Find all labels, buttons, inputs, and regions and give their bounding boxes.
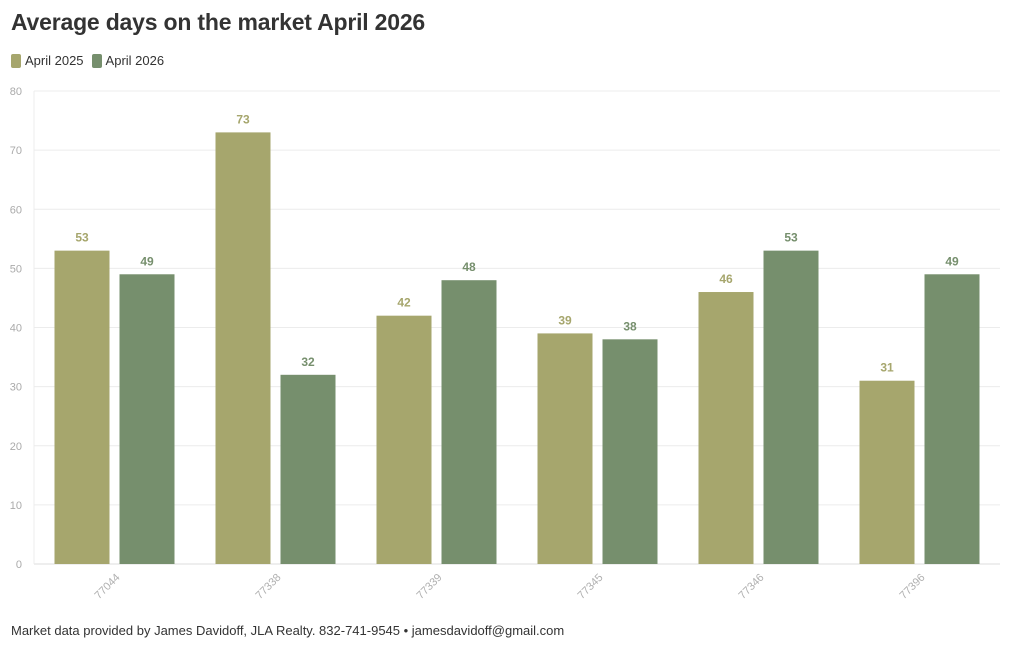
bar-april-2026-77396 <box>924 274 980 564</box>
y-tick-label: 0 <box>16 559 22 571</box>
y-tick-label: 20 <box>10 441 22 453</box>
data-label: 49 <box>140 254 154 268</box>
legend: April 2025 April 2026 <box>11 53 172 68</box>
bar-april-2026-77346 <box>763 250 819 564</box>
y-tick-label: 40 <box>10 323 22 335</box>
bar-april-2026-77044 <box>119 274 175 564</box>
chart-title: Average days on the market April 2026 <box>11 9 426 35</box>
data-label: 48 <box>462 260 476 274</box>
data-label: 39 <box>558 313 572 327</box>
y-tick-label: 50 <box>10 263 22 275</box>
legend-label-april-2025: April 2025 <box>25 53 84 68</box>
y-tick-label: 10 <box>10 500 22 512</box>
legend-swatch-april-2025 <box>11 53 21 68</box>
data-label: 49 <box>945 254 959 268</box>
x-tick-label: 77345 <box>576 572 606 602</box>
x-tick-label: 77396 <box>898 572 928 602</box>
y-tick-label: 70 <box>10 145 22 157</box>
data-label: 42 <box>397 296 411 310</box>
y-tick-label: 80 <box>10 86 22 98</box>
legend-label-april-2026: April 2026 <box>105 53 165 68</box>
data-label: 53 <box>75 231 89 245</box>
legend-item-april-2026[interactable]: April 2026 <box>91 53 165 68</box>
bar-april-2026-77345 <box>602 339 658 564</box>
footer-credit: Market data provided by James Davidoff, … <box>11 623 565 638</box>
data-label: 38 <box>623 319 637 333</box>
bar-april-2026-77338 <box>280 374 336 564</box>
bar-april-2025-77044 <box>54 250 110 564</box>
bar-chart: 0 10 20 30 40 50 60 70 80 53 49 77044 73 32 77338 42 48 7… <box>10 86 1000 602</box>
x-tick-label: 77339 <box>415 572 445 602</box>
bar-april-2026-77339 <box>441 280 497 564</box>
data-label: 53 <box>784 231 798 245</box>
x-tick-label: 77346 <box>737 572 767 602</box>
x-tick-label: 77338 <box>254 572 284 602</box>
legend-swatch-april-2026 <box>91 53 102 68</box>
bar-april-2025-77346 <box>698 292 754 564</box>
y-tick-label: 60 <box>10 204 22 216</box>
data-label: 32 <box>301 355 315 369</box>
data-label: 46 <box>719 272 733 286</box>
y-tick-label: 30 <box>10 382 22 394</box>
legend-item-april-2025[interactable]: April 2025 <box>11 53 84 68</box>
bar-april-2025-77339 <box>376 315 432 564</box>
bar-april-2025-77338 <box>215 132 271 564</box>
bar-april-2025-77345 <box>537 333 593 564</box>
data-label: 31 <box>880 361 894 375</box>
bar-april-2025-77396 <box>859 380 915 564</box>
x-tick-label: 77044 <box>93 572 123 602</box>
data-label: 73 <box>236 112 250 126</box>
